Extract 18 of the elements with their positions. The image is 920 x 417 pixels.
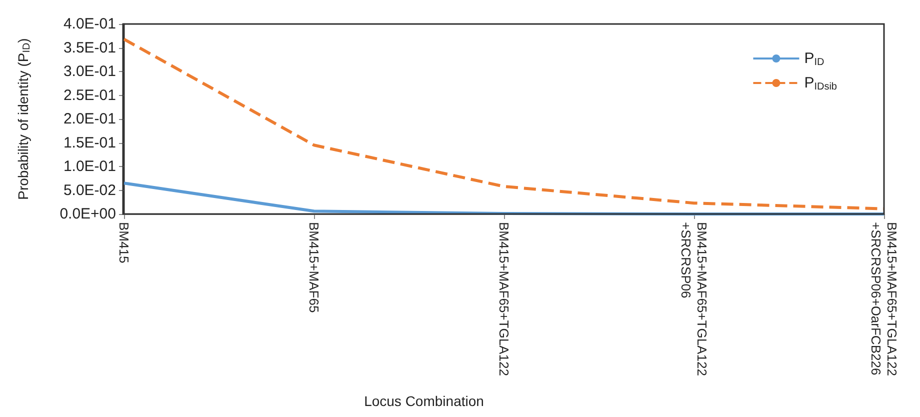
x-tick-label: BM415+MAF65+TGLA122+SRCRSP06+OarFCB226 [868, 222, 900, 376]
y-tick-label: 1.0E-01 [63, 158, 116, 175]
line-series [122, 182, 886, 216]
y-tick-label: 1.5E-01 [63, 134, 116, 152]
y-tick-label: 4.0E-01 [63, 16, 116, 32]
y-tick-label: 3.0E-01 [63, 63, 116, 80]
y-tick-label: 2.5E-01 [63, 86, 116, 104]
y-axis-title: Probability of identity (PID) [15, 38, 32, 200]
x-axis-title: Locus Combination [364, 393, 484, 409]
y-tick-label: 2.0E-01 [63, 110, 116, 128]
line-series [122, 38, 886, 210]
y-tick-label: 0.0E+00 [60, 206, 116, 222]
y-tick-label: 5.0E-02 [63, 182, 116, 199]
x-tick-label: BM415+MAF65+TGLA122 [496, 222, 512, 376]
x-tick-label: BM415+MAF65 [306, 222, 322, 313]
x-tick-label: BM415 [116, 222, 132, 264]
x-tick-label: BM415+MAF65+TGLA122+SRCRSP06 [678, 222, 710, 376]
y-tick-label: 3.5E-01 [63, 39, 116, 56]
